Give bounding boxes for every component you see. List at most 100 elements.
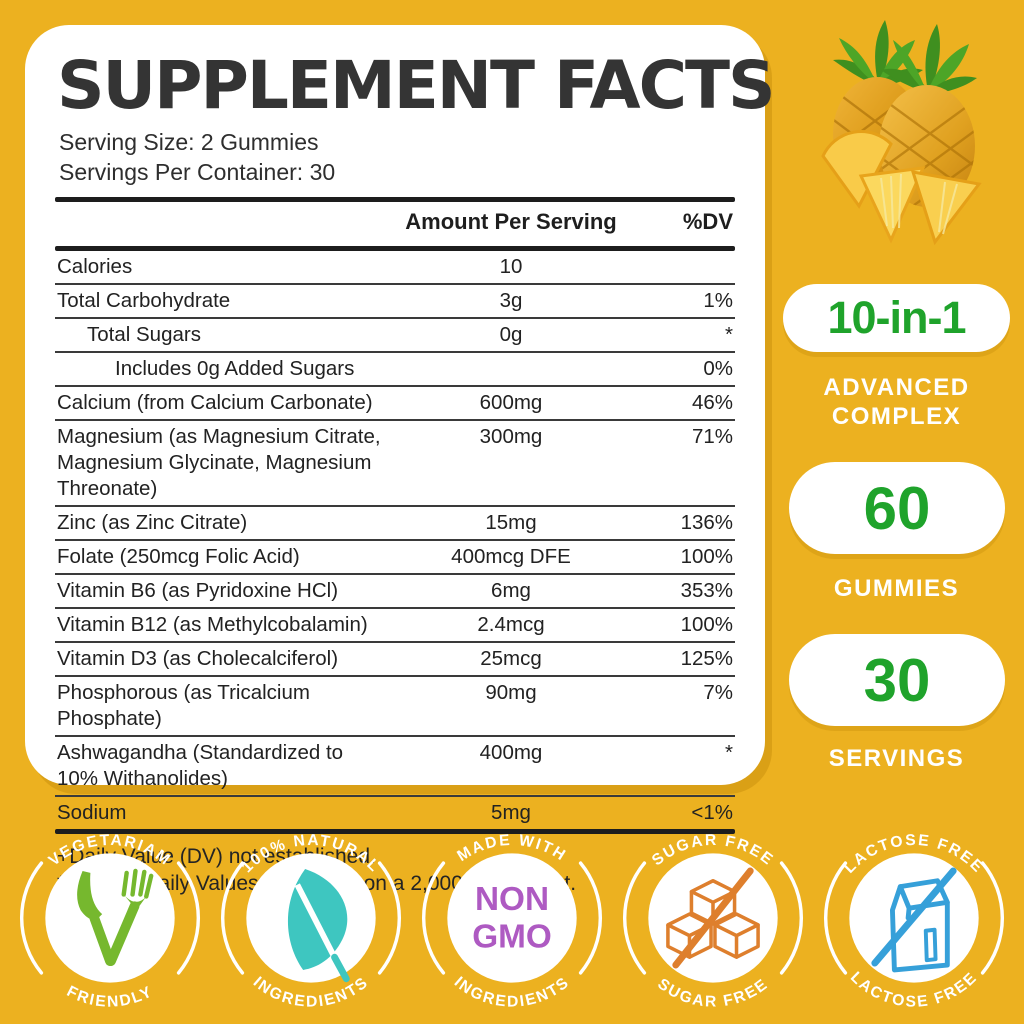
row-label: Includes 0g Added Sugars xyxy=(115,357,355,380)
feature-badges-row: VEGETARIAM FRIENDLY 100% NATURAL INGREDI… xyxy=(0,818,1024,1018)
pineapple-wedges xyxy=(821,130,982,246)
ten-in-one-badge: 10-in-1 xyxy=(783,284,1010,352)
row-dv: 125% xyxy=(680,647,733,670)
row-dv: <1% xyxy=(691,801,733,824)
nutrient-table: Calories 10 Total Carbohydrate 3g 1% Tot… xyxy=(55,251,735,829)
servings-label: SERVINGS xyxy=(828,745,965,772)
row-amount: 2.4mcg xyxy=(477,613,545,636)
row-dv: 353% xyxy=(680,579,733,602)
row-label: Vitamin B6 (as Pyridoxine HCl) xyxy=(57,579,339,602)
ring-arc-right xyxy=(779,861,804,975)
table-row: Calories 10 xyxy=(55,251,735,285)
ten-in-one-label: 10-in-1 xyxy=(827,292,966,343)
ring-arc-right xyxy=(578,861,603,975)
row-dv: 100% xyxy=(680,613,733,636)
ring-arc-right xyxy=(980,861,1005,975)
table-row: Includes 0g Added Sugars 0% xyxy=(55,353,735,387)
divider-thick-top xyxy=(55,197,735,202)
divider-thick-under-header xyxy=(55,246,735,251)
badge-sugar-free: SUGAR FREE SUGAR FREE xyxy=(622,832,804,1011)
table-row: Magnesium (as Magnesium Citrate, Magnesi… xyxy=(55,421,735,507)
row-dv: * xyxy=(725,323,733,346)
table-row: Vitamin B6 (as Pyridoxine HCl) 6mg 353% xyxy=(55,575,735,609)
servings-count: 30 xyxy=(863,646,931,714)
row-amount: 15mg xyxy=(485,511,537,534)
table-row: Calcium (from Calcium Carbonate) 600mg 4… xyxy=(55,387,735,421)
gummies-count-badge: 60 xyxy=(789,462,1005,554)
svg-text:NON: NON xyxy=(475,881,549,918)
column-header-amount: Amount Per Serving xyxy=(405,209,617,234)
ring-arc-right xyxy=(377,861,402,975)
table-row: Zinc (as Zinc Citrate) 15mg 136% xyxy=(55,507,735,541)
advanced-line: ADVANCED xyxy=(823,374,970,401)
advanced-complex-label: ADVANCED COMPLEX xyxy=(783,373,1010,431)
ring-arc-left xyxy=(823,861,848,975)
table-row: Sodium 5mg <1% xyxy=(55,797,735,829)
row-amount: 10 xyxy=(499,255,523,278)
badge-non-gmo: MADE WITH INGREDIENTS NON GMO xyxy=(421,832,603,1011)
row-amount: 0g xyxy=(499,323,523,346)
row-label: Calcium (from Calcium Carbonate) xyxy=(57,391,373,414)
row-amount: 300mg xyxy=(479,425,543,448)
table-header-row: Amount Per Serving %DV xyxy=(55,202,735,240)
row-label: Sodium xyxy=(57,801,127,824)
row-amount: 25mcg xyxy=(480,647,542,670)
row-label: Magnesium (as Magnesium Citrate, Magnesi… xyxy=(57,425,381,500)
badge-bottom-text: FRIENDLY xyxy=(64,983,156,1011)
table-row: Vitamin D3 (as Cholecalciferol) 25mcg 12… xyxy=(55,643,735,677)
ring-arc-left xyxy=(220,861,245,975)
ring-arc-left xyxy=(622,861,647,975)
row-amount: 400mg xyxy=(479,741,543,764)
row-amount: 90mg xyxy=(485,681,537,704)
badge-circle xyxy=(447,853,577,983)
page-title: SUPPLEMENT FACTS xyxy=(57,47,776,124)
row-dv: 7% xyxy=(703,681,733,704)
row-label: Calories xyxy=(57,255,133,278)
divider-thick-bottom xyxy=(55,829,735,834)
row-label: Total Carbohydrate xyxy=(57,289,231,312)
badge-lactose-free: LACTOSE FREE LACTOSE FREE xyxy=(823,832,1005,1011)
leaf-icon xyxy=(287,869,350,983)
badge-natural: 100% NATURAL INGREDIENTS xyxy=(220,832,402,1011)
row-dv: 71% xyxy=(691,425,733,448)
row-dv: * xyxy=(725,741,733,764)
row-amount: 5mg xyxy=(491,801,531,824)
servings-per-container-line: Servings Per Container: 30 xyxy=(59,159,336,185)
row-amount: 400mcg DFE xyxy=(451,545,571,568)
gummies-count: 60 xyxy=(863,474,931,542)
complex-line: COMPLEX xyxy=(831,403,962,430)
row-label: Vitamin B12 (as Methylcobalamin) xyxy=(57,613,368,636)
row-label: Ashwagandha (Standardized to 10% Withano… xyxy=(57,741,344,790)
row-dv: 1% xyxy=(703,289,733,312)
serving-size-line: Serving Size: 2 Gummies xyxy=(59,129,319,155)
row-amount: 600mg xyxy=(479,391,543,414)
gummies-label: GUMMIES xyxy=(833,575,960,602)
row-label: Vitamin D3 (as Cholecalciferol) xyxy=(57,647,339,670)
row-label: Phosphorous (as Tricalcium Phosphate) xyxy=(57,681,310,730)
svg-text:GMO: GMO xyxy=(472,918,552,955)
table-row: Phosphorous (as Tricalcium Phosphate) 90… xyxy=(55,677,735,737)
row-label: Total Sugars xyxy=(87,323,201,346)
vegetarian-v-icon xyxy=(77,868,154,967)
table-row: Ashwagandha (Standardized to 10% Withano… xyxy=(55,737,735,797)
row-amount: 6mg xyxy=(491,579,531,602)
servings-count-badge: 30 xyxy=(789,634,1005,726)
table-row: Folate (250mcg Folic Acid) 400mcg DFE 10… xyxy=(55,541,735,575)
table-row: Total Sugars 0g * xyxy=(55,319,735,353)
row-label: Zinc (as Zinc Citrate) xyxy=(57,511,248,534)
table-row: Total Carbohydrate 3g 1% xyxy=(55,285,735,319)
sugar-cubes-icon xyxy=(666,867,760,969)
ring-arc-left xyxy=(19,861,44,975)
badge-vegetarian: VEGETARIAM FRIENDLY xyxy=(19,832,201,1011)
ring-arc-right xyxy=(176,861,201,975)
pineapple-image xyxy=(821,20,982,246)
ring-arc-left xyxy=(421,861,446,975)
row-label: Folate (250mcg Folic Acid) xyxy=(57,545,300,568)
row-dv: 136% xyxy=(680,511,733,534)
column-header-dv: %DV xyxy=(682,209,733,234)
supplement-facts-panel: SUPPLEMENT FACTS Serving Size: 2 Gummies… xyxy=(25,25,776,895)
row-dv: 0% xyxy=(703,357,733,380)
milk-carton-icon xyxy=(871,867,957,973)
row-dv: 100% xyxy=(680,545,733,568)
table-row: Vitamin B12 (as Methylcobalamin) 2.4mcg … xyxy=(55,609,735,643)
